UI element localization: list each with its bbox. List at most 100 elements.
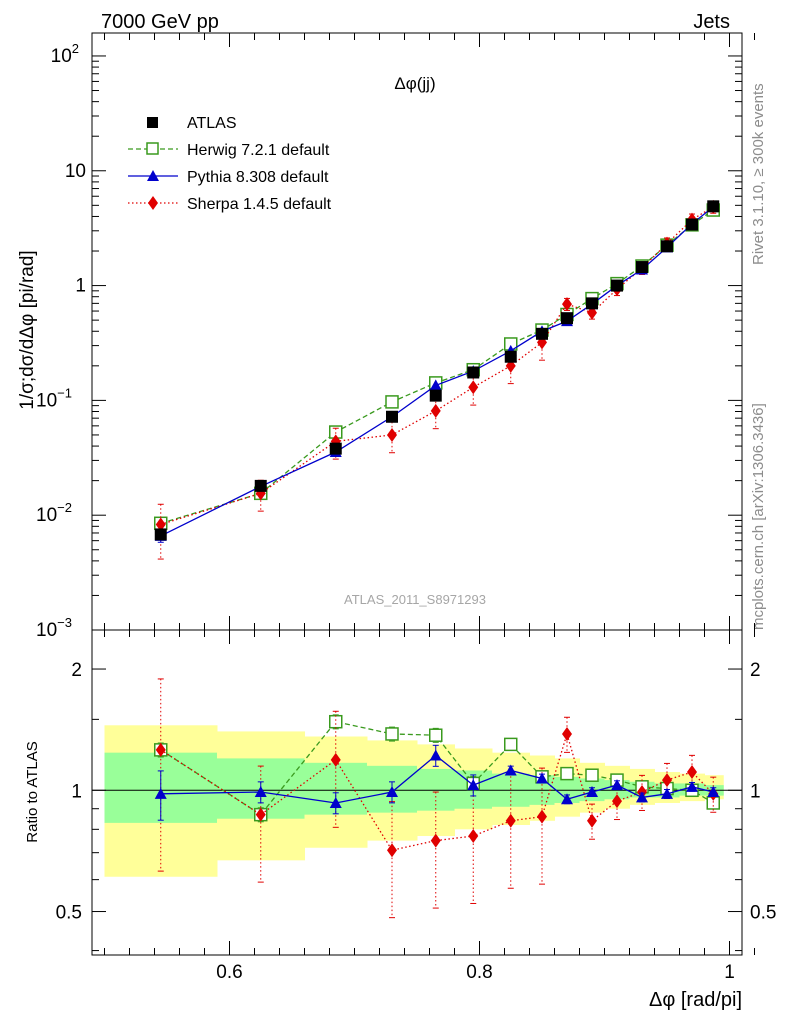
sherpa-ratio-point bbox=[587, 813, 597, 828]
legend-item-atlas: ATLAS bbox=[147, 115, 237, 132]
analysis-watermark: ATLAS_2011_S8971293 bbox=[344, 592, 486, 607]
sherpa-point bbox=[387, 427, 397, 442]
ratio-plot-panel: 0.5 0.5 1 1 2 2 0.6 0.8 1 Ratio to ATLAS Δφ [rad… bbox=[24, 629, 776, 1011]
herwig-ratio-point bbox=[585, 768, 599, 782]
sherpa-ratio-point bbox=[430, 833, 441, 848]
herwig-point bbox=[385, 395, 399, 409]
ratio-y-tick-label-right: 2 bbox=[750, 660, 761, 681]
main-plot-panel: 10−3 10−2 10−1 1 10 102 Δφ(jj) 1/σ;dσ/dΔφ [pi… bbox=[17, 32, 755, 641]
ratio-y-tick-label-left: 1 bbox=[71, 781, 82, 802]
atlas-point bbox=[661, 240, 673, 253]
sherpa-ratio-point bbox=[537, 809, 547, 824]
main-axis-ticks: 10−3 10−2 10−1 1 10 102 bbox=[36, 33, 755, 641]
ratio-plot-frame bbox=[91, 629, 743, 956]
atlas-point bbox=[707, 200, 720, 213]
pythia-ratio-point bbox=[636, 791, 648, 803]
sherpa-point bbox=[468, 380, 479, 395]
legend-item-sherpa: Sherpa 1.4.5 default bbox=[128, 196, 332, 213]
sherpa-point bbox=[562, 297, 572, 312]
herwig-ratio-point bbox=[429, 728, 443, 742]
atlas-point bbox=[154, 528, 167, 541]
main-y-tick-label: 10−2 bbox=[36, 500, 72, 526]
pythia-ratio-point bbox=[154, 787, 167, 799]
herwig-series-line bbox=[160, 209, 714, 524]
source-url-label: mcplots.cern.ch [arXiv:1306.3436] bbox=[750, 403, 767, 630]
sherpa-ratio-point bbox=[155, 742, 166, 757]
sherpa-ratio-point bbox=[687, 765, 697, 780]
herwig-ratio-point bbox=[329, 714, 343, 729]
pythia-ratio-point bbox=[504, 764, 517, 776]
legend-item-herwig: Herwig 7.2.1 default bbox=[128, 142, 330, 159]
legend-sherpa-marker bbox=[148, 196, 158, 210]
ratio-y-tick-label-right: 1 bbox=[750, 781, 761, 802]
legend-pythia-label: Pythia 8.308 default bbox=[187, 169, 329, 186]
sherpa-point bbox=[155, 517, 166, 532]
herwig-ratio-point bbox=[560, 766, 574, 781]
sherpa-ratio-point bbox=[562, 726, 572, 741]
x-tick-label: 0.6 bbox=[216, 962, 242, 983]
pythia-ratio-point bbox=[686, 780, 698, 792]
sherpa-point bbox=[430, 403, 441, 418]
x-tick-label: 1 bbox=[724, 962, 735, 983]
sherpa-ratio-point bbox=[330, 752, 341, 767]
pythia-ratio-point bbox=[536, 772, 548, 784]
main-y-tick-label: 1 bbox=[75, 276, 86, 297]
legend-pythia-marker bbox=[147, 170, 159, 181]
atlas-point bbox=[586, 297, 598, 310]
herwig-ratio-point bbox=[385, 727, 399, 741]
herwig-ratio-point bbox=[504, 737, 518, 752]
sherpa-series-line bbox=[160, 206, 714, 526]
main-plot-title: Δφ(jj) bbox=[394, 74, 435, 93]
ratio-y-tick-label-right: 0.5 bbox=[750, 903, 776, 924]
pythia-ratio-point bbox=[329, 796, 342, 808]
ratio-y-tick-label-left: 0.5 bbox=[56, 903, 82, 924]
main-plot-data bbox=[154, 199, 720, 560]
pythia-ratio-point bbox=[429, 749, 442, 761]
atlas-point bbox=[429, 389, 442, 402]
pythia-ratio-point bbox=[707, 786, 720, 798]
sherpa-ratio-point bbox=[468, 829, 479, 844]
atlas-point bbox=[504, 350, 517, 363]
main-y-tick-label: 10 bbox=[65, 161, 86, 182]
pythia-ratio-point bbox=[586, 786, 598, 798]
legend-sherpa-label: Sherpa 1.4.5 default bbox=[187, 196, 332, 213]
sherpa-ratio-point bbox=[255, 807, 266, 822]
main-y-tick-label: 102 bbox=[51, 41, 79, 67]
atlas-point bbox=[561, 312, 573, 325]
ratio-uncertainty-bands bbox=[104, 725, 724, 877]
legend-item-pythia: Pythia 8.308 default bbox=[128, 169, 329, 186]
pythia-ratio-point bbox=[254, 786, 267, 798]
atlas-point bbox=[329, 442, 342, 455]
atlas-point bbox=[686, 218, 698, 231]
sherpa-ratio-point bbox=[662, 773, 672, 788]
legend: ATLAS Herwig 7.2.1 default Pythia 8.308 … bbox=[128, 115, 332, 213]
main-y-tick-label: 10−3 bbox=[36, 615, 72, 641]
atlas-point bbox=[536, 327, 548, 340]
header-process-label: Jets bbox=[693, 11, 730, 33]
pythia-ratio-point bbox=[467, 779, 480, 791]
header-energy-label: 7000 GeV pp bbox=[101, 11, 219, 33]
sherpa-ratio-point bbox=[387, 843, 397, 858]
x-tick-label: 0.8 bbox=[466, 962, 492, 983]
ratio-axis-ticks: 0.5 0.5 1 1 2 2 0.6 0.8 1 bbox=[56, 630, 776, 983]
ratio-y-axis-label: Ratio to ATLAS bbox=[24, 741, 41, 842]
ratio-y-tick-label-left: 2 bbox=[71, 660, 82, 681]
pythia-ratio-point bbox=[561, 793, 573, 805]
sherpa-ratio-point bbox=[612, 794, 622, 809]
atlas-point bbox=[636, 261, 648, 274]
atlas-point bbox=[254, 479, 267, 492]
sherpa-ratio-point bbox=[505, 813, 516, 828]
pythia-ratio-point bbox=[611, 779, 623, 791]
pythia-ratio-point bbox=[661, 787, 673, 799]
pythia-series-line bbox=[160, 206, 714, 537]
legend-atlas-marker bbox=[147, 117, 158, 128]
main-y-tick-label: 10−1 bbox=[36, 385, 72, 411]
ratio-plot-data bbox=[154, 678, 720, 919]
atlas-point bbox=[467, 366, 480, 379]
legend-herwig-marker bbox=[146, 142, 159, 155]
main-y-axis-label: 1/σ;dσ/dΔφ [pi/rad] bbox=[17, 250, 38, 409]
atlas-point bbox=[386, 410, 398, 423]
pythia-point bbox=[429, 379, 442, 391]
atlas-point bbox=[611, 279, 623, 292]
